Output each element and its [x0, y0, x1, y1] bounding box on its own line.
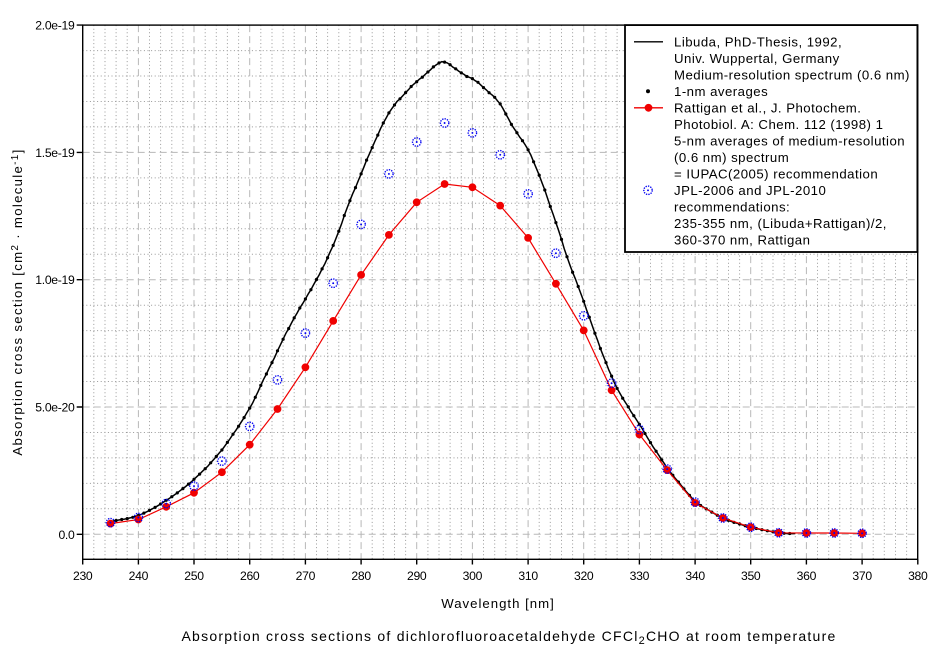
svg-text:Absorption cross section [cm2: Absorption cross section [cm2 · molecule…: [10, 148, 25, 455]
svg-text:Photobiol. A: Chem. 112 (1998): Photobiol. A: Chem. 112 (1998) 1: [674, 117, 883, 132]
svg-text:235-355 nm, (Libuda+Rattigan)/: 235-355 nm, (Libuda+Rattigan)/2,: [674, 216, 887, 231]
svg-text:230: 230: [73, 569, 93, 583]
svg-text:270: 270: [296, 569, 316, 583]
svg-text:310: 310: [518, 569, 538, 583]
svg-text:380: 380: [908, 569, 928, 583]
svg-text:Rattigan et al., J. Photochem.: Rattigan et al., J. Photochem.: [674, 100, 861, 115]
svg-text:360: 360: [797, 569, 817, 583]
svg-text:Libuda, PhD-Thesis, 1992,: Libuda, PhD-Thesis, 1992,: [674, 34, 842, 49]
svg-text:260: 260: [240, 569, 260, 583]
svg-text:320: 320: [574, 569, 594, 583]
svg-text:1.5e-19: 1.5e-19: [35, 146, 75, 160]
svg-text:Medium-resolution spectrum (0.: Medium-resolution spectrum (0.6 nm): [674, 67, 910, 82]
svg-text:Wavelength [nm]: Wavelength [nm]: [441, 596, 554, 611]
svg-text:250: 250: [184, 569, 204, 583]
svg-text:350: 350: [741, 569, 761, 583]
svg-text:290: 290: [407, 569, 427, 583]
svg-text:Absorption cross sections of d: Absorption cross sections of dichloroflu…: [181, 628, 836, 647]
svg-text:recommendations:: recommendations:: [674, 199, 790, 214]
svg-text:340: 340: [685, 569, 705, 583]
svg-text:280: 280: [351, 569, 371, 583]
svg-text:330: 330: [630, 569, 650, 583]
svg-text:= IUPAC(2005) recommendation: = IUPAC(2005) recommendation: [674, 166, 878, 181]
svg-text:300: 300: [463, 569, 483, 583]
svg-text:2.0e-19: 2.0e-19: [35, 19, 75, 33]
svg-text:5.0e-20: 5.0e-20: [35, 401, 75, 415]
svg-text:240: 240: [129, 569, 149, 583]
svg-text:JPL-2006 and JPL-2010: JPL-2006 and JPL-2010: [674, 183, 826, 198]
svg-text:360-370 nm, Rattigan: 360-370 nm, Rattigan: [674, 232, 810, 247]
svg-text:1-nm averages: 1-nm averages: [674, 84, 768, 99]
svg-text:0.0: 0.0: [58, 528, 75, 542]
svg-text:370: 370: [852, 569, 872, 583]
svg-text:5-nm averages of medium-resolu: 5-nm averages of medium-resolution: [674, 133, 905, 148]
svg-text:Univ. Wuppertal, Germany: Univ. Wuppertal, Germany: [674, 51, 840, 66]
svg-text:(0.6 nm) spectrum: (0.6 nm) spectrum: [674, 150, 789, 165]
svg-text:1.0e-19: 1.0e-19: [35, 273, 75, 287]
